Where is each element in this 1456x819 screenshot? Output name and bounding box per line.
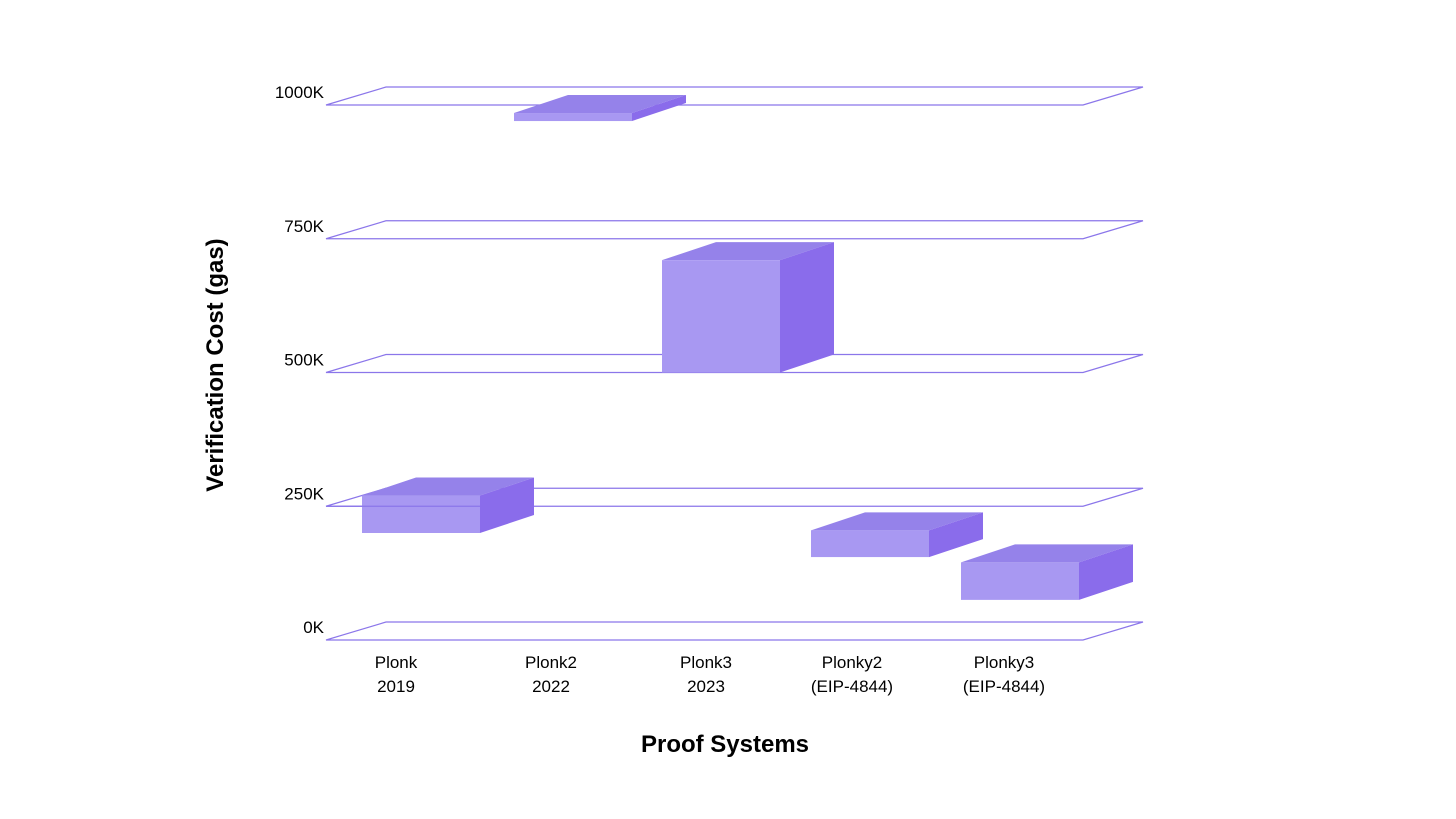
gridline-plane-4 <box>325 86 1144 106</box>
x-tick-label-2-line-1: 2023 <box>687 677 725 696</box>
bar-front-face <box>662 260 780 373</box>
bar-top-face <box>362 477 534 496</box>
bar-side-face <box>929 512 983 558</box>
bar-top-face <box>662 242 834 261</box>
bar-top-face <box>961 544 1133 563</box>
bar-top-face <box>811 512 983 531</box>
x-tick-label-0-line-0: Plonk <box>375 653 418 672</box>
x-tick-label-3-line-1: (EIP-4844) <box>811 677 893 696</box>
bar-side-face <box>480 477 534 533</box>
bar-front-face <box>362 495 480 533</box>
y-tick-label-4: 1000K <box>275 83 325 102</box>
x-axis-title: Proof Systems <box>641 731 809 758</box>
x-tick-label-4-line-0: Plonky3 <box>974 653 1034 672</box>
bar-2 <box>662 242 834 373</box>
bar-3 <box>811 512 983 558</box>
gridline-plane-0 <box>325 621 1144 641</box>
bar-1 <box>514 95 686 122</box>
bar-0 <box>362 477 534 533</box>
bar-side-face <box>632 95 686 122</box>
bar-front-face <box>514 113 632 122</box>
x-tick-label-1-line-1: 2022 <box>532 677 570 696</box>
gridline-plane-2 <box>325 353 1144 374</box>
y-axis-title: Verification Cost (gas) <box>202 238 229 491</box>
x-tick-label-4-line-1: (EIP-4844) <box>963 677 1045 696</box>
y-tick-labels: 0K 250K 500K 750K 1000K <box>275 83 325 637</box>
y-tick-label-1: 250K <box>284 484 324 503</box>
x-tick-label-3-line-0: Plonky2 <box>822 653 882 672</box>
bar-side-face <box>780 242 834 373</box>
bar-4 <box>961 544 1133 600</box>
y-tick-label-0: 0K <box>303 618 324 637</box>
gridline-plane-3 <box>325 220 1144 240</box>
x-tick-label-0-line-1: 2019 <box>377 677 415 696</box>
bar-side-face <box>1079 544 1133 600</box>
bar-front-face <box>961 562 1079 600</box>
x-tick-label-2-line-0: Plonk3 <box>680 653 732 672</box>
y-tick-label-2: 500K <box>284 351 324 370</box>
x-tick-label-1-line-0: Plonk2 <box>525 653 577 672</box>
x-tick-labels: Plonk 2019 Plonk2 2022 Plonk3 2023 Plonky2 (EIP… <box>375 653 1045 696</box>
bar-top-face <box>514 95 686 114</box>
y-tick-label-3: 750K <box>284 217 324 236</box>
bar-group <box>326 95 1133 600</box>
bar-front-face <box>811 530 929 558</box>
